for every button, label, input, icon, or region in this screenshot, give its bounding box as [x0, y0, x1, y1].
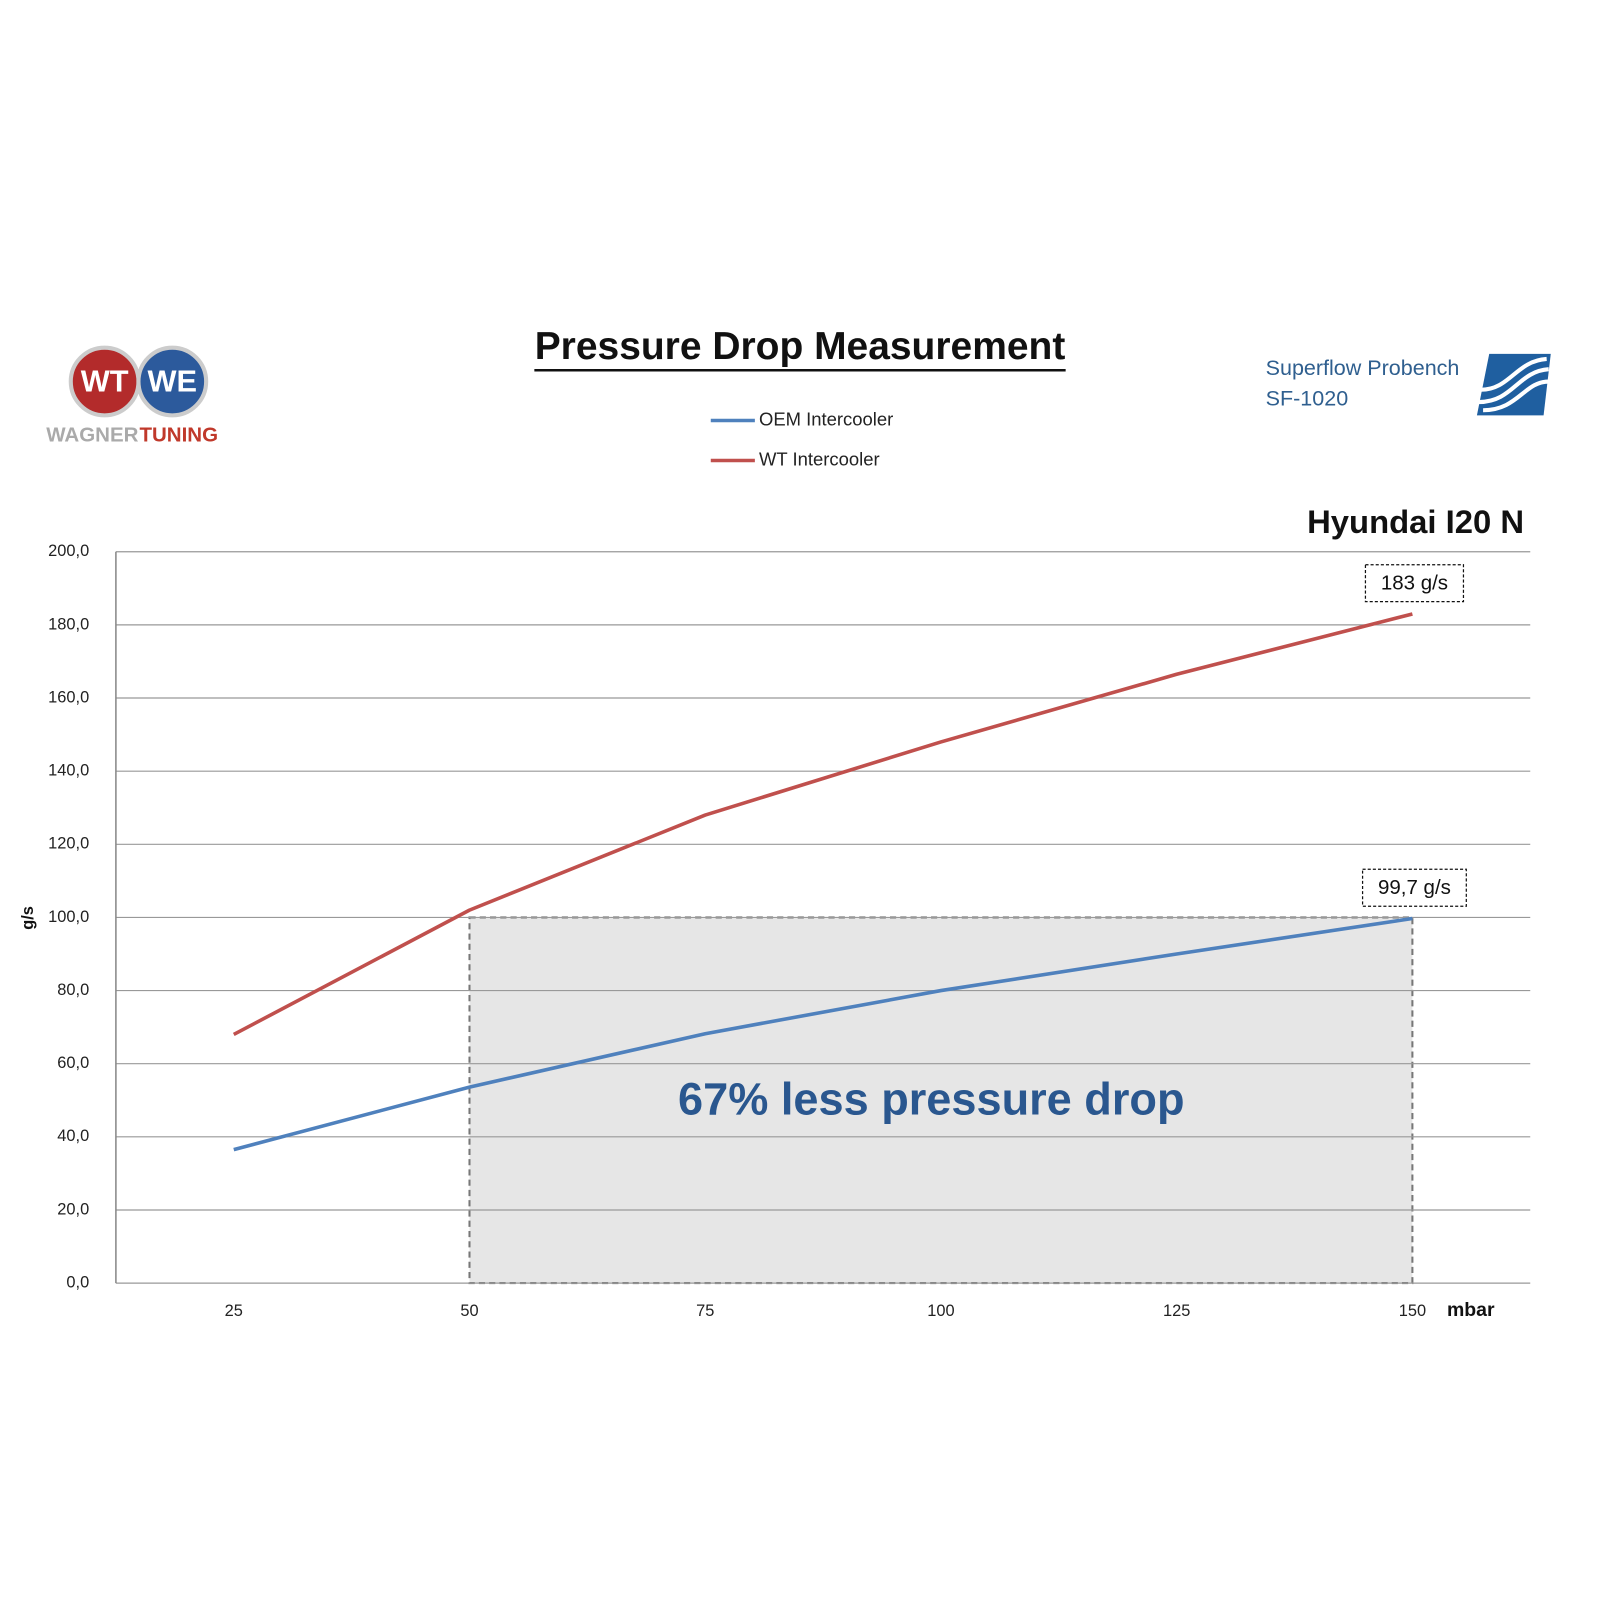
- x-tick-label: 125: [1163, 1302, 1190, 1320]
- x-tick-label: 50: [460, 1302, 478, 1320]
- y-tick-label: 160,0: [48, 688, 89, 706]
- y-tick-label: 40,0: [57, 1127, 89, 1145]
- logo-wordmark: TUNING: [139, 423, 218, 446]
- superflow-logo: [1476, 353, 1551, 416]
- y-tick-label: 140,0: [48, 762, 89, 780]
- shaded-region: [468, 916, 1414, 1285]
- wagner-logo: WT WE WAGNER TUNING: [46, 345, 218, 446]
- annotation-box: [1361, 868, 1467, 907]
- logo-badge: WE: [148, 364, 198, 399]
- legend-label: OEM Intercooler: [759, 408, 893, 429]
- x-tick-label: 100: [927, 1302, 954, 1320]
- y-tick-label: 180,0: [48, 615, 89, 633]
- legend-label: WT Intercooler: [759, 448, 880, 469]
- y-tick-label: 60,0: [57, 1054, 89, 1072]
- region-annotation: 67% less pressure drop: [678, 1073, 1184, 1124]
- annotation-box: [1364, 564, 1465, 603]
- y-tick-label: 100,0: [48, 908, 89, 926]
- x-tick-label: 25: [225, 1302, 243, 1320]
- y-tick-label: 200,0: [48, 542, 89, 560]
- chart-title: Pressure Drop Measurement: [535, 325, 1066, 368]
- chart-subtitle: Hyundai I20 N: [1307, 503, 1524, 540]
- series-line: [232, 612, 1413, 1037]
- series-line: [233, 916, 1413, 1152]
- value-annotation: 99,7 g/s: [1378, 876, 1451, 899]
- value-annotation: 183 g/s: [1381, 572, 1448, 595]
- x-tick-label: 75: [696, 1302, 714, 1320]
- y-tick-label: 120,0: [48, 835, 89, 853]
- x-axis-label: mbar: [1447, 1299, 1495, 1321]
- y-tick-label: 20,0: [57, 1200, 89, 1218]
- logo-badge: WT: [81, 364, 129, 399]
- logo-wordmark: WAGNER: [46, 423, 138, 446]
- y-tick-label: 80,0: [57, 981, 89, 999]
- y-axis-label: g/s: [19, 906, 37, 930]
- source-line: SF-1020: [1266, 387, 1349, 411]
- y-tick-label: 0,0: [66, 1273, 89, 1291]
- x-tick-label: 150: [1399, 1302, 1426, 1320]
- source-line: Superflow Probench: [1266, 356, 1460, 380]
